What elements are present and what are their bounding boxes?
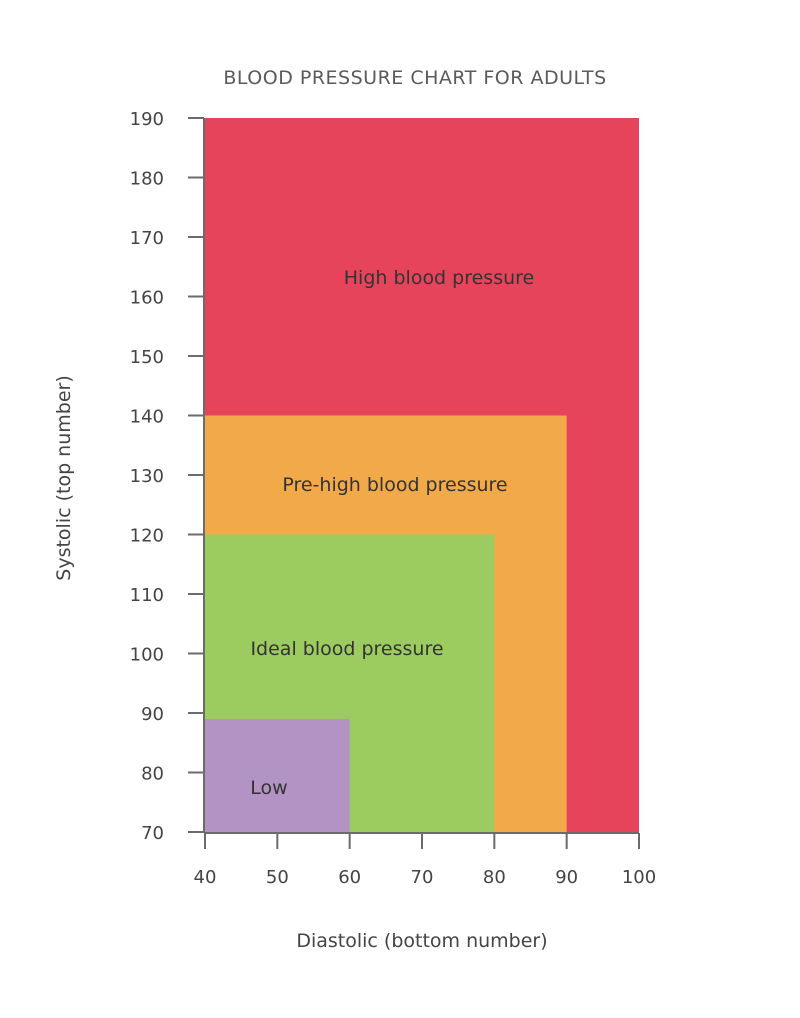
x-tick-label: 80 <box>483 867 506 888</box>
y-tick-label: 100 <box>130 645 164 666</box>
x-axis-label: Diastolic (bottom number) <box>296 930 547 952</box>
x-tick-label: 90 <box>555 867 578 888</box>
x-tick-label: 50 <box>266 867 289 888</box>
y-tick-label: 160 <box>130 288 164 309</box>
y-tick-label: 170 <box>130 228 164 249</box>
x-tick-label: 40 <box>194 867 217 888</box>
region-low <box>205 718 350 832</box>
region-label-high-blood-pressure: High blood pressure <box>344 267 534 289</box>
region-label-pre-high-blood-pressure: Pre-high blood pressure <box>282 474 507 496</box>
x-tick-label: 100 <box>622 867 656 888</box>
y-tick-label: 190 <box>130 109 164 130</box>
region-label-ideal-blood-pressure: Ideal blood pressure <box>250 638 443 660</box>
region-label-low: Low <box>250 777 287 799</box>
x-axis-ticks: 40 50 60 70 80 90 100 <box>194 833 656 888</box>
y-tick-label: 180 <box>130 169 164 190</box>
y-axis-ticks: 70 80 90 100 110 120 130 140 150 160 170 180 190 <box>130 109 204 844</box>
y-tick-label: 70 <box>141 823 164 844</box>
regions-layer <box>205 118 639 832</box>
y-axis-label: Systolic (top number) <box>53 375 75 580</box>
y-tick-label: 150 <box>130 347 164 368</box>
y-tick-label: 90 <box>141 704 164 725</box>
y-tick-label: 120 <box>130 526 164 547</box>
x-tick-label: 60 <box>338 867 361 888</box>
x-tick-label: 70 <box>411 867 434 888</box>
chart-title: BLOOD PRESSURE CHART FOR ADULTS <box>223 67 606 89</box>
y-tick-label: 130 <box>130 466 164 487</box>
y-tick-label: 80 <box>141 764 164 785</box>
y-tick-label: 110 <box>130 585 164 606</box>
region-labels-layer: High blood pressure Pre-high blood pressu… <box>250 267 534 799</box>
y-tick-label: 140 <box>130 407 164 428</box>
